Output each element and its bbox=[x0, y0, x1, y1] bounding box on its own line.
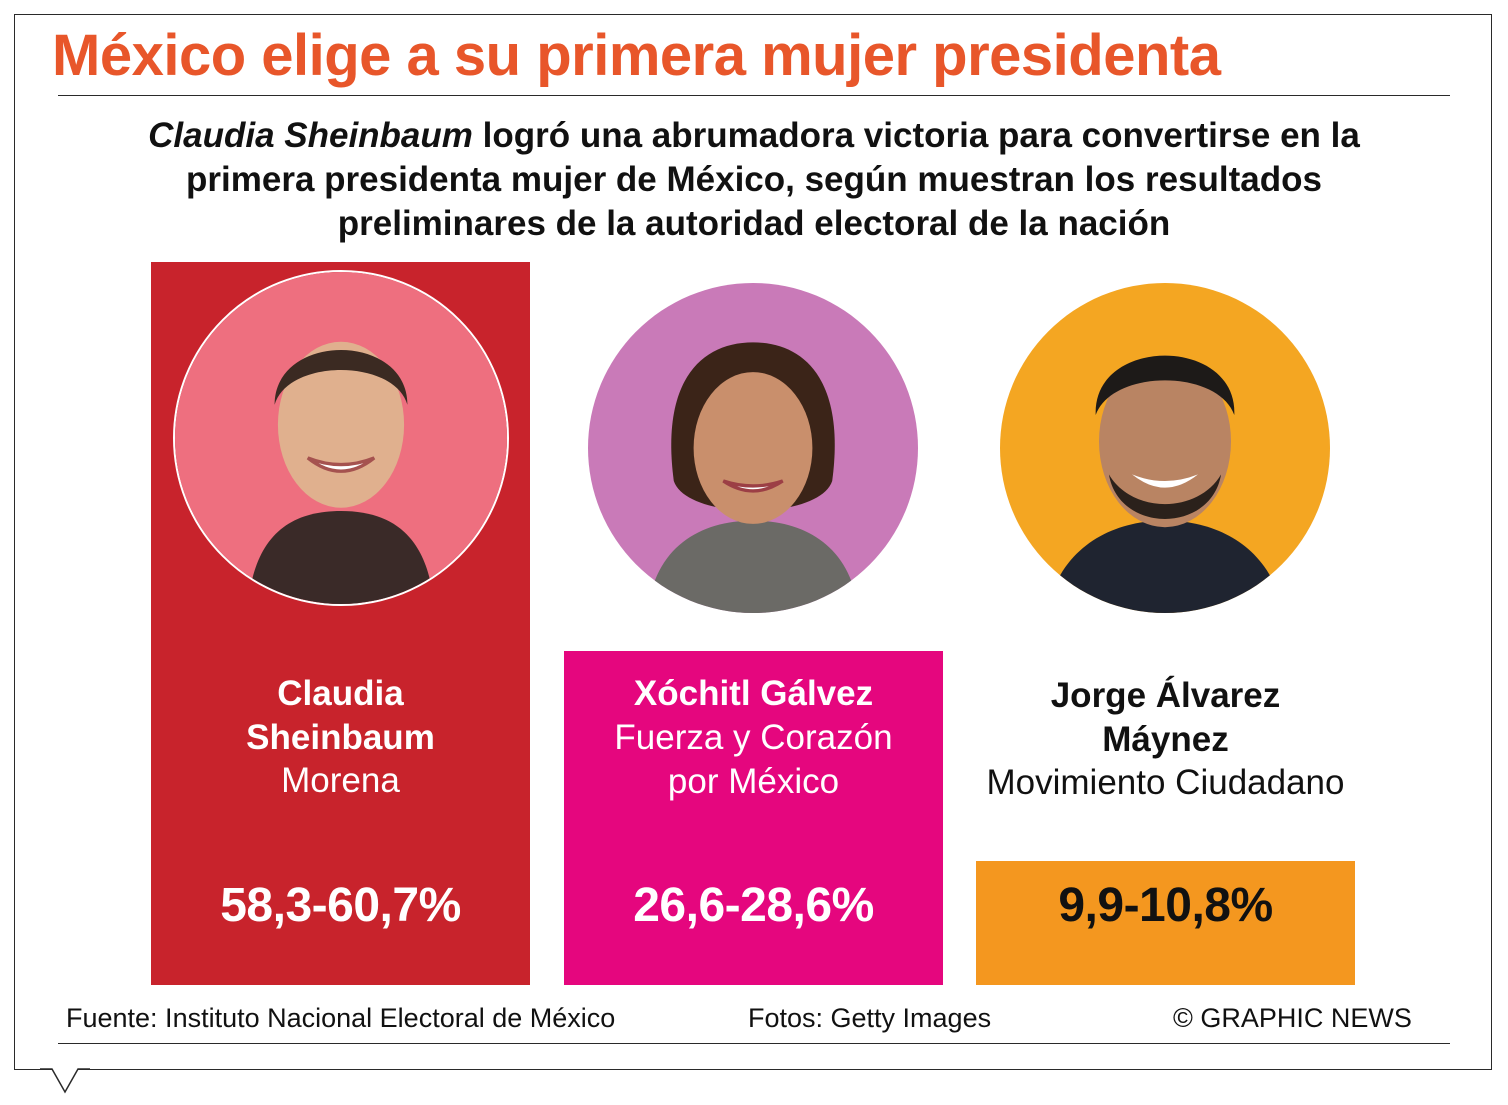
value-label-galvez: 26,6-28,6% bbox=[633, 879, 874, 932]
candidate-name-galvez-line1: Xóchitl Gálvez bbox=[633, 674, 874, 713]
subtitle: Claudia Sheinbaum logró una abrumadora v… bbox=[80, 114, 1428, 246]
frame-pointer bbox=[40, 1068, 90, 1094]
candidate-name-alvarez-maynez-line1: Jorge Álvarez bbox=[1050, 676, 1281, 715]
candidate-name-sheinbaum: Claudia Sheinbaum bbox=[151, 672, 530, 760]
portrait-sheinbaum bbox=[173, 270, 509, 606]
bar-galvez bbox=[564, 651, 943, 985]
source-note: Fuente: Instituto Nacional Electoral de … bbox=[66, 1003, 616, 1033]
value-label-sheinbaum: 58,3-60,7% bbox=[220, 879, 461, 932]
portrait-galvez bbox=[588, 283, 918, 613]
candidate-party-galvez-line1: Fuerza y Corazón bbox=[614, 718, 893, 757]
candidate-party-galvez-line2: por México bbox=[667, 762, 840, 801]
subtitle-text: logró una abrumadora victoria para conve… bbox=[186, 116, 1360, 243]
portrait-alvarez-maynez bbox=[1000, 283, 1330, 613]
bar-alvarez-maynez bbox=[976, 861, 1355, 985]
candidate-name-alvarez-maynez: Jorge Álvarez Máynez bbox=[966, 674, 1365, 762]
photo-credit: Fotos: Getty Images bbox=[748, 1003, 992, 1033]
candidate-name-galvez: Xóchitl Gálvez bbox=[564, 672, 943, 716]
portrait-galvez-image bbox=[588, 283, 918, 613]
portrait-sheinbaum-image bbox=[175, 272, 507, 604]
candidate-name-sheinbaum-line2: Sheinbaum bbox=[246, 718, 435, 757]
copyright-credit: © GRAPHIC NEWS bbox=[1173, 1003, 1412, 1033]
candidate-name-alvarez-maynez-line2: Máynez bbox=[1102, 720, 1229, 759]
candidate-party-alvarez-maynez: Movimiento Ciudadano bbox=[986, 763, 1345, 802]
candidate-party-galvez: Fuerza y Corazón por México bbox=[564, 716, 943, 804]
subtitle-name: Claudia Sheinbaum bbox=[148, 116, 473, 155]
candidate-party-sheinbaum: Morena bbox=[281, 761, 400, 800]
title-divider bbox=[58, 95, 1450, 96]
portrait-alvarez-maynez-image bbox=[1000, 283, 1330, 613]
page-title: México elige a su primera mujer presiden… bbox=[52, 23, 1221, 88]
footer-divider bbox=[58, 1043, 1450, 1044]
candidate-name-sheinbaum-line1: Claudia bbox=[277, 674, 404, 713]
value-label-alvarez-maynez: 9,9-10,8% bbox=[1058, 879, 1273, 932]
